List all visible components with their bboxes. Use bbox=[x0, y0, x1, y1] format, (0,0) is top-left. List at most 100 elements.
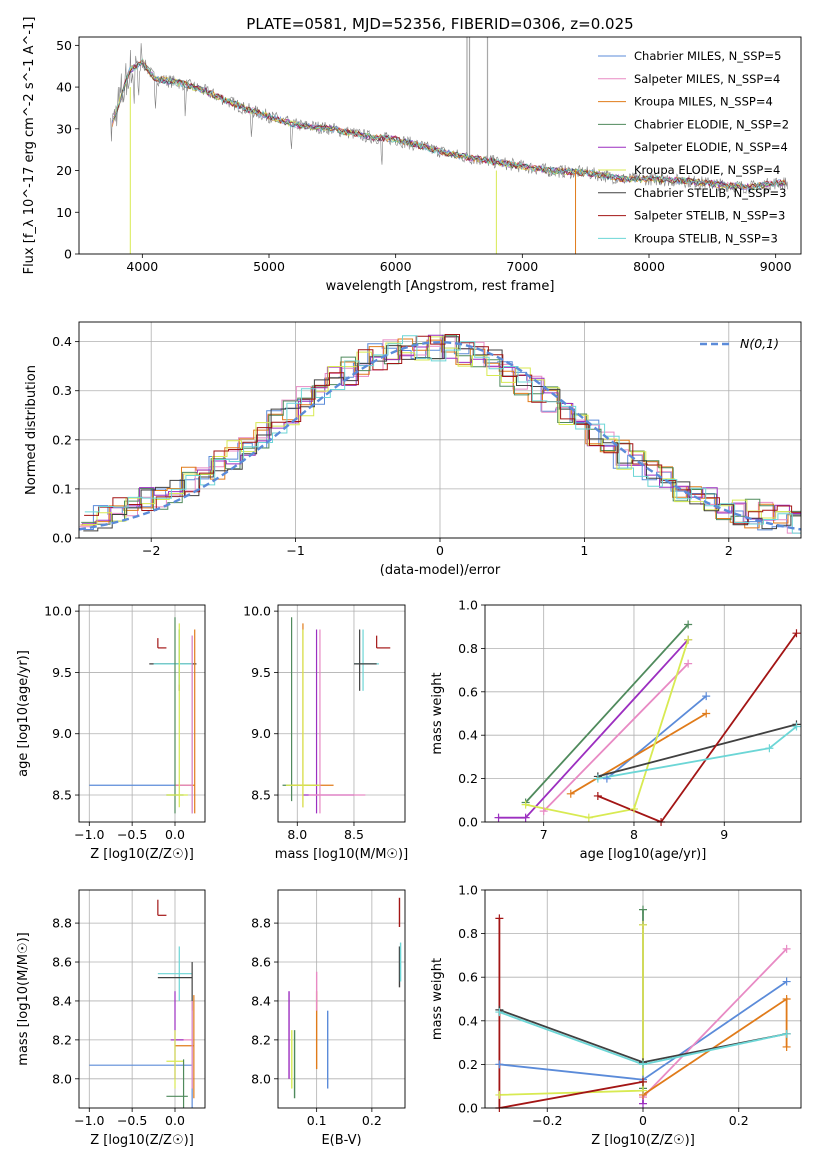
y-tick-label: 40 bbox=[56, 80, 72, 95]
weight-point-marker bbox=[495, 1008, 504, 1017]
weight-series-line bbox=[642, 948, 788, 1098]
axes-frame bbox=[277, 604, 406, 823]
histogram-step bbox=[80, 338, 801, 529]
y-tick-label: 0.6 bbox=[458, 970, 478, 985]
legend-label: Chabrier ELODIE, N_SSP=2 bbox=[634, 117, 789, 131]
weight-point-marker bbox=[495, 914, 504, 923]
weight-series-line bbox=[524, 623, 689, 804]
x-tick-label: 9000 bbox=[760, 259, 792, 274]
marks-layer bbox=[282, 617, 391, 814]
x-tick-label: −0.5 bbox=[117, 1113, 147, 1128]
weight-series-line bbox=[525, 639, 689, 819]
x-tick-label: −1 bbox=[286, 543, 304, 558]
y-tick-label: 8.0 bbox=[251, 1071, 271, 1086]
y-tick-label: 0.3 bbox=[52, 383, 72, 398]
x-tick-label: 5000 bbox=[253, 259, 285, 274]
spectrum-panel: 4000 5000 6000 7000 8000 9000 0 10 20 30 40 50 wavel… bbox=[22, 17, 802, 294]
y-tick-label: 0.0 bbox=[52, 531, 72, 546]
y-tick-label: 0.1 bbox=[52, 481, 72, 496]
weight-vs-metallicity-panel: −0.2 0 0.2 0.0 0.2 0.4 0.6 0.8 1.0 Z [log10(Z/Z☉)… bbox=[430, 883, 802, 1148]
weight-series-line bbox=[543, 662, 689, 812]
legend-label: Chabrier STELIB, N_SSP=3 bbox=[634, 186, 786, 200]
weight-point-marker bbox=[702, 692, 711, 701]
marks-layer bbox=[288, 897, 402, 1099]
x-tick-label: 8.0 bbox=[287, 827, 307, 842]
weight-series-line bbox=[597, 632, 798, 822]
weight-point-marker bbox=[584, 813, 593, 822]
axes-frame bbox=[484, 889, 802, 1109]
y-tick-label: 8.5 bbox=[52, 788, 72, 803]
y-tick-label: 0.8 bbox=[458, 926, 478, 941]
model-spectrum-line bbox=[113, 57, 785, 191]
x-tick-label: 0.0 bbox=[165, 827, 185, 842]
y-tick-label: 9.5 bbox=[251, 665, 271, 680]
y-tick-label: 0.2 bbox=[458, 1057, 478, 1072]
legend-label: Kroupa STELIB, N_SSP=3 bbox=[634, 231, 778, 245]
y-tick-label: 8.2 bbox=[52, 1032, 72, 1047]
weight-point-marker bbox=[593, 774, 602, 783]
x-tick-label: −0.2 bbox=[532, 1113, 562, 1128]
x-tick-label: −0.5 bbox=[117, 827, 147, 842]
model-spectrum-line bbox=[113, 62, 786, 190]
plot-area bbox=[278, 890, 405, 1108]
plot-area bbox=[485, 604, 801, 823]
x-tick-label: 0.2 bbox=[362, 1113, 382, 1128]
plot-area bbox=[79, 605, 205, 822]
marks-layer bbox=[110, 37, 789, 254]
weight-point-marker bbox=[684, 659, 693, 668]
x-tick-label: 0.2 bbox=[729, 1113, 749, 1128]
x-tick-label: −1.0 bbox=[74, 1113, 104, 1128]
y-tick-label: 50 bbox=[56, 38, 72, 53]
normal-reference-curve bbox=[79, 340, 801, 531]
y-tick-label: 8.5 bbox=[251, 788, 271, 803]
x-tick-label: −2 bbox=[142, 543, 160, 558]
weight-point-marker bbox=[765, 744, 774, 753]
legend-label: Kroupa ELODIE, N_SSP=4 bbox=[634, 163, 780, 177]
weight-point-marker bbox=[792, 722, 801, 731]
age-vs-metallicity-panel: −1.0 −0.5 0.0 8.5 9.0 9.5 10.0 Z [log10(Z/Z☉)] a… bbox=[16, 604, 206, 862]
axes-frame bbox=[277, 889, 406, 1109]
weight-point-marker bbox=[629, 804, 638, 813]
residuals-panel: −2 −1 0 1 2 0.0 0.1 0.2 0.3 0.4 (data-model)/error… bbox=[24, 321, 802, 578]
axes-frame bbox=[78, 36, 802, 255]
weight-series-line bbox=[498, 918, 644, 1108]
y-tick-label: 1.0 bbox=[458, 883, 478, 898]
x-tick-label: 7000 bbox=[506, 259, 538, 274]
y-tick-label: 8.6 bbox=[52, 955, 72, 970]
y-tick-label: 0.0 bbox=[458, 1101, 478, 1116]
y-tick-label: 0 bbox=[64, 247, 72, 262]
x-tick-label: −1.0 bbox=[74, 827, 104, 842]
weight-point-marker bbox=[782, 1029, 791, 1038]
y-tick-label: 10 bbox=[56, 205, 72, 220]
axes-frame bbox=[484, 604, 802, 823]
x-axis-label: (data-model)/error bbox=[380, 563, 501, 578]
weight-vs-age-panel: 7 8 9 0.0 0.2 0.4 0.6 0.8 1.0 age [log10(age/yr)]… bbox=[430, 598, 802, 862]
axes-frame bbox=[78, 321, 802, 539]
x-tick-label: 2 bbox=[725, 543, 733, 558]
y-tick-label: 1.0 bbox=[458, 598, 478, 613]
x-tick-label: 1 bbox=[580, 543, 588, 558]
histogram-step bbox=[81, 334, 801, 525]
weight-point-marker bbox=[639, 1060, 647, 1069]
x-axis-label: E(B-V) bbox=[321, 1133, 361, 1148]
weight-point-marker bbox=[566, 789, 575, 798]
x-tick-label: 6000 bbox=[380, 259, 412, 274]
weight-point-marker bbox=[521, 813, 530, 822]
age-vs-mass-panel: 8.0 8.5 8.5 9.0 9.5 10.0 mass [log10(M/M☉)] bbox=[243, 604, 408, 862]
y-tick-label: 0.4 bbox=[458, 728, 478, 743]
legend-label: N(0,1) bbox=[740, 336, 779, 351]
legend: Chabrier MILES, N_SSP=5 Salpeter MILES, N… bbox=[598, 49, 789, 245]
legend-label: Chabrier MILES, N_SSP=5 bbox=[634, 49, 781, 63]
x-axis-label: Z [log10(Z/Z☉)] bbox=[90, 847, 194, 862]
axes-frame bbox=[78, 604, 206, 823]
x-tick-label: 4000 bbox=[126, 259, 158, 274]
marks-layer bbox=[89, 617, 197, 814]
y-tick-label: 0.4 bbox=[52, 334, 72, 349]
x-tick-label: 8000 bbox=[633, 259, 665, 274]
x-tick-label: 0 bbox=[639, 1113, 647, 1128]
mass-vs-extinction-panel: 0.1 0.2 8.0 8.2 8.4 8.6 8.8 E(B-V) bbox=[251, 889, 406, 1148]
y-tick-label: 0.8 bbox=[458, 641, 478, 656]
weight-point-marker bbox=[684, 635, 693, 644]
weight-point-marker bbox=[639, 1086, 647, 1095]
axes-frame bbox=[78, 889, 206, 1109]
